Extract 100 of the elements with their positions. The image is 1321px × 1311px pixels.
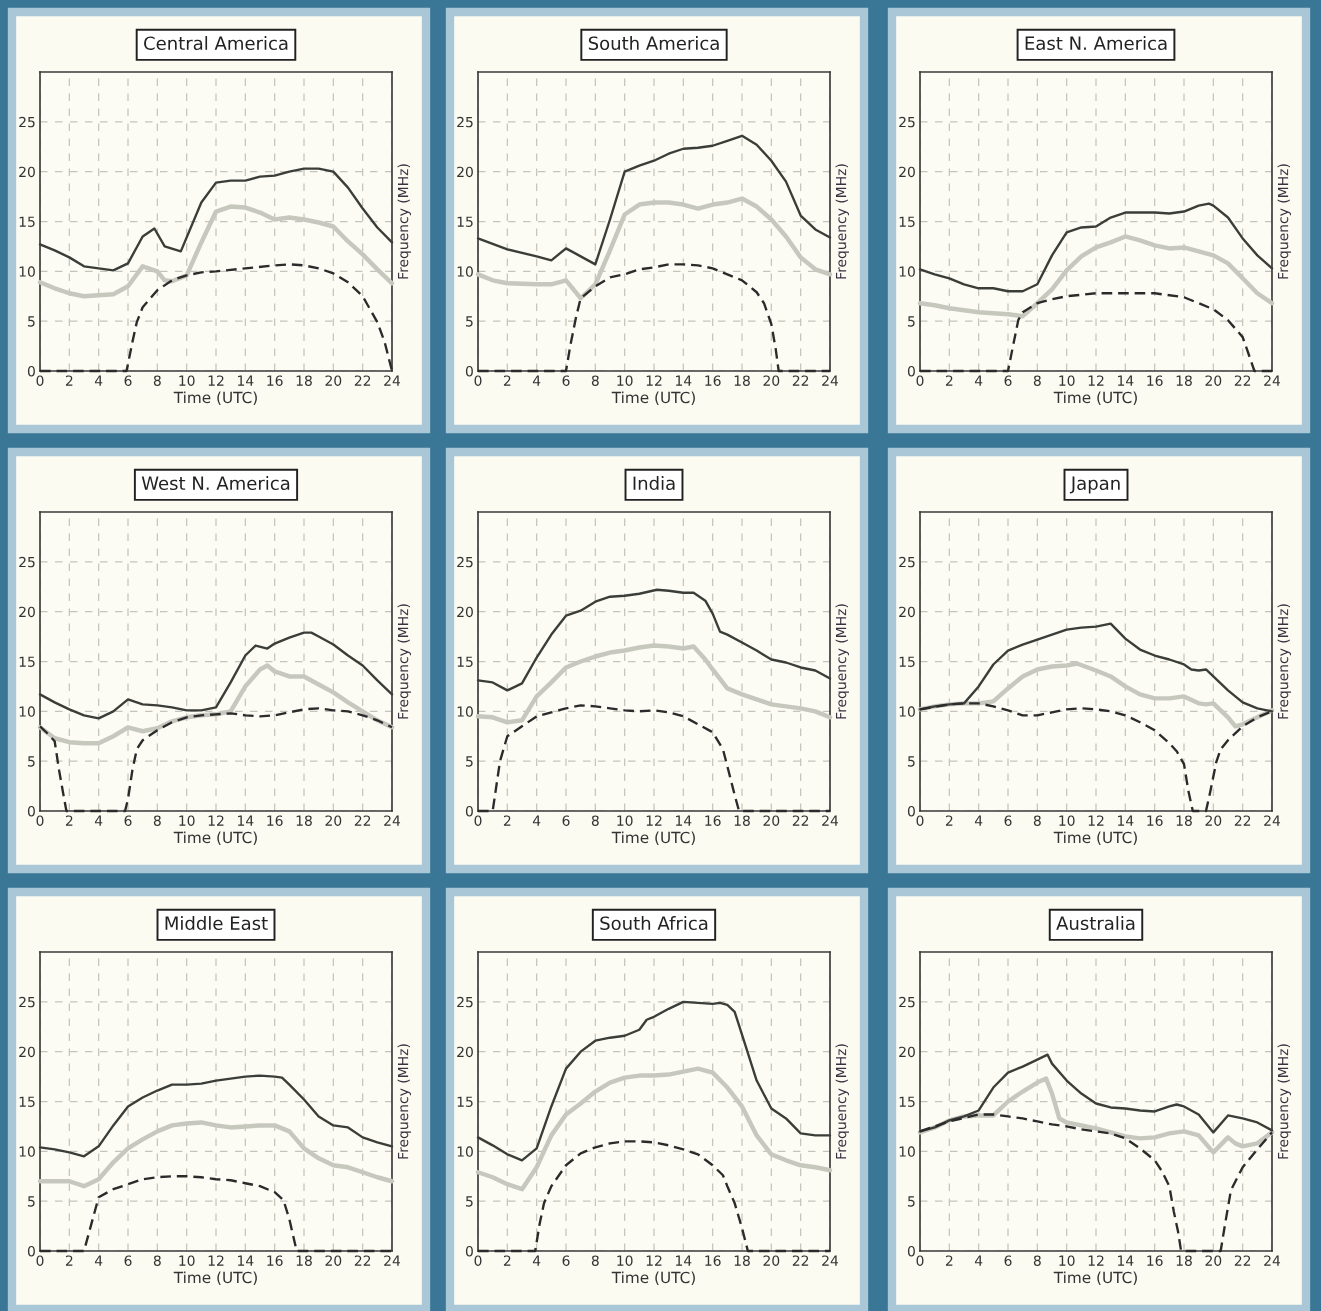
x-tick-label: 6 <box>124 815 132 826</box>
x-tick-label: 6 <box>1004 1255 1012 1266</box>
x-tick-label: 12 <box>646 815 662 826</box>
x-tick-label: 0 <box>36 375 44 386</box>
x-tick-label: 4 <box>532 815 541 826</box>
x-tick-label: 18 <box>296 815 312 826</box>
x-tick-label: 12 <box>646 375 662 386</box>
x-tick-label: 10 <box>617 815 633 826</box>
y-axis-title: Frequency (MHz) <box>835 1044 849 1159</box>
y-tick-label: 20 <box>457 1046 473 1058</box>
y-tick-label: 10 <box>19 706 35 717</box>
x-tick-label: 8 <box>153 815 161 826</box>
x-tick-label: 16 <box>1147 815 1163 826</box>
y-tick-label: 10 <box>19 1146 35 1157</box>
x-tick-label: 22 <box>1234 815 1251 826</box>
x-tick-label: 14 <box>238 815 254 826</box>
x-tick-label: 18 <box>296 1255 312 1266</box>
y-tick-label: 0 <box>465 365 473 377</box>
x-tick-label: 8 <box>153 1255 161 1266</box>
y-tick-label: 20 <box>899 166 915 178</box>
x-tick-label: 18 <box>734 1255 750 1266</box>
y-axis-title: Frequency (MHz) <box>397 164 411 279</box>
chart-title: South America <box>588 36 719 51</box>
x-tick-label: 16 <box>705 375 721 386</box>
chart-title: Central America <box>144 36 288 51</box>
y-tick-label: 20 <box>19 1046 35 1058</box>
x-tick-label: 12 <box>646 1255 662 1266</box>
chart-title: West N. America <box>141 476 290 491</box>
x-tick-label: 2 <box>65 375 73 386</box>
x-tick-label: 10 <box>1059 815 1075 826</box>
y-tick-label: 25 <box>457 116 473 128</box>
y-axis-title: Frequency (MHz) <box>1277 1044 1291 1159</box>
x-tick-label: 14 <box>676 1255 692 1266</box>
y-tick-label: 10 <box>457 266 473 277</box>
x-tick-label: 0 <box>474 375 482 386</box>
x-tick-label: 22 <box>1234 375 1251 386</box>
y-tick-label: 25 <box>19 556 35 568</box>
x-tick-label: 14 <box>238 1255 254 1266</box>
x-tick-label: 0 <box>916 375 924 386</box>
x-tick-label: 2 <box>503 815 511 826</box>
x-tick-label: 16 <box>1147 375 1163 386</box>
x-tick-label: 20 <box>1205 375 1222 386</box>
x-tick-label: 6 <box>124 1255 132 1266</box>
x-tick-label: 6 <box>562 1255 570 1266</box>
x-tick-label: 18 <box>1176 1255 1192 1266</box>
x-tick-label: 12 <box>1088 1255 1104 1266</box>
chart-title: Middle East <box>165 916 268 931</box>
x-tick-label: 14 <box>1118 815 1134 826</box>
x-tick-label: 6 <box>562 815 570 826</box>
x-tick-label: 8 <box>1033 1255 1041 1266</box>
x-tick-label: 2 <box>945 1255 953 1266</box>
y-tick-label: 5 <box>908 1196 915 1207</box>
y-tick-label: 5 <box>908 756 915 767</box>
chart-title: Australia <box>1056 916 1135 931</box>
x-tick-label: 12 <box>1088 375 1104 386</box>
x-tick-label: 22 <box>792 1255 809 1266</box>
x-tick-label: 20 <box>1205 815 1222 826</box>
y-tick-label: 15 <box>457 656 473 667</box>
x-tick-label: 12 <box>208 1255 224 1266</box>
x-tick-label: 10 <box>617 1255 633 1266</box>
x-tick-label: 24 <box>822 375 839 386</box>
y-tick-label: 10 <box>899 1146 915 1157</box>
x-tick-label: 0 <box>36 815 44 826</box>
x-tick-label: 4 <box>974 815 983 826</box>
x-tick-label: 14 <box>238 375 254 386</box>
x-axis-title: Time (UTC) <box>611 831 695 846</box>
y-tick-label: 10 <box>899 266 915 277</box>
y-axis-title: Frequency (MHz) <box>835 164 849 279</box>
y-tick-label: 20 <box>457 606 473 618</box>
x-tick-label: 24 <box>384 1255 401 1266</box>
x-tick-label: 24 <box>384 815 401 826</box>
x-tick-label: 22 <box>1234 1255 1251 1266</box>
x-tick-label: 2 <box>945 815 953 826</box>
x-tick-label: 10 <box>1059 375 1075 386</box>
y-tick-label: 15 <box>899 656 915 667</box>
y-tick-label: 10 <box>457 1146 473 1157</box>
chart-title: India <box>633 476 675 491</box>
x-tick-label: 10 <box>179 1255 195 1266</box>
x-axis-title: Time (UTC) <box>1053 391 1137 406</box>
x-tick-label: 0 <box>36 1255 44 1266</box>
y-tick-label: 0 <box>27 365 35 377</box>
x-tick-label: 18 <box>296 375 312 386</box>
x-tick-label: 22 <box>792 375 809 386</box>
x-axis-title: Time (UTC) <box>173 391 257 406</box>
x-tick-label: 16 <box>705 1255 721 1266</box>
x-axis-title: Time (UTC) <box>611 1271 695 1286</box>
x-tick-label: 12 <box>208 375 224 386</box>
x-tick-label: 8 <box>591 1255 599 1266</box>
x-tick-label: 4 <box>532 375 541 386</box>
y-tick-label: 5 <box>908 316 915 327</box>
x-tick-label: 4 <box>94 375 103 386</box>
x-tick-label: 20 <box>763 1255 780 1266</box>
x-tick-label: 8 <box>591 375 599 386</box>
y-axis-title: Frequency (MHz) <box>1277 604 1291 719</box>
x-tick-label: 16 <box>1147 1255 1163 1266</box>
x-axis-title: Time (UTC) <box>611 391 695 406</box>
x-tick-label: 16 <box>267 375 283 386</box>
y-tick-label: 5 <box>28 1196 35 1207</box>
x-tick-label: 6 <box>1004 815 1012 826</box>
x-tick-label: 2 <box>503 1255 511 1266</box>
